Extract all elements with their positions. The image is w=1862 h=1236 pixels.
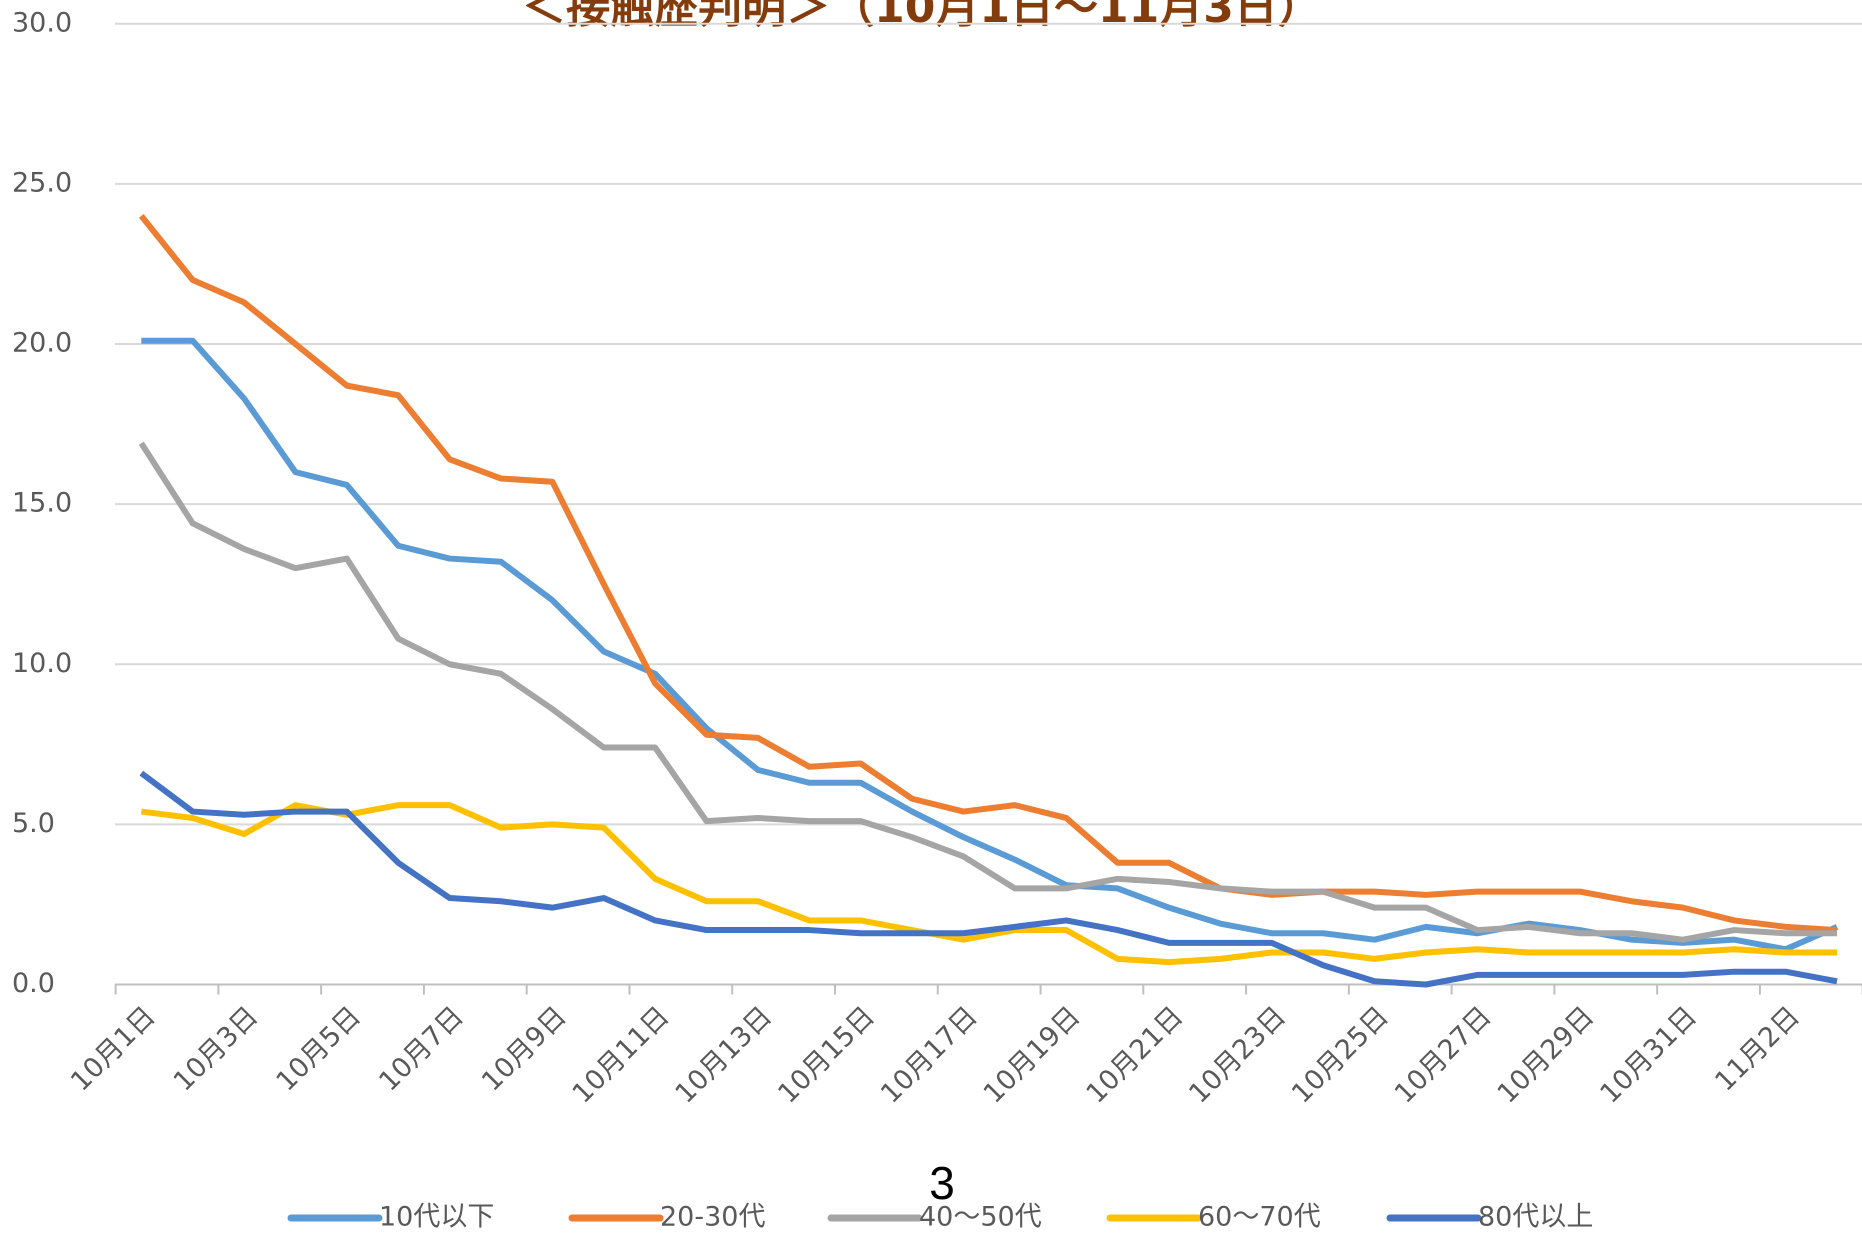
x-tick-label: 10月5日 (271, 1001, 368, 1098)
x-tick-label: 10月11日 (567, 1001, 676, 1110)
y-tick-label: 25.0 (12, 167, 72, 198)
chart-title: ＜接触歴判明＞（10月1日～11月3日） (522, 0, 1322, 33)
x-tick-label: 10月27日 (1389, 1001, 1498, 1110)
series-line (141, 337, 1839, 953)
legend-label: 10代以下 (379, 1202, 494, 1233)
x-tick-label: 10月25日 (1286, 1001, 1395, 1110)
x-tick-label: 10月23日 (1183, 1001, 1292, 1110)
x-tick-label: 10月17日 (875, 1001, 984, 1110)
legend-label: 80代以上 (1478, 1202, 1593, 1233)
series-line (138, 214, 1838, 934)
x-tick-label: 10月19日 (978, 1001, 1087, 1110)
x-tick-label: 10月3日 (168, 1001, 265, 1098)
x-tick-label: 10月29日 (1492, 1001, 1601, 1110)
y-tick-label: 15.0 (12, 488, 72, 519)
x-tick-label: 10月1日 (65, 1001, 162, 1098)
series-line (140, 802, 1837, 966)
x-tick-label: 10月13日 (669, 1001, 778, 1110)
x-tick-label: 10月15日 (772, 1001, 881, 1110)
x-tick-label: 10月31日 (1594, 1001, 1703, 1110)
legend-label: 60～70代 (1198, 1202, 1321, 1233)
y-tick-label: 0.0 (12, 968, 55, 999)
page-number: 3 (929, 1157, 955, 1209)
x-tick-label: 10月9日 (476, 1001, 573, 1098)
legend-label: 20-30代 (660, 1202, 765, 1233)
x-tick-label: 10月7日 (373, 1001, 470, 1098)
x-tick-label: 10月21日 (1081, 1001, 1190, 1110)
legend-label: 40～50代 (919, 1202, 1042, 1233)
y-tick-label: 30.0 (12, 7, 72, 38)
y-tick-label: 10.0 (12, 648, 72, 679)
y-tick-label: 20.0 (12, 328, 72, 359)
series-line (139, 770, 1838, 988)
series-line (138, 441, 1837, 943)
y-tick-label: 5.0 (12, 808, 55, 839)
x-tick-label: 11月2日 (1709, 1001, 1806, 1098)
